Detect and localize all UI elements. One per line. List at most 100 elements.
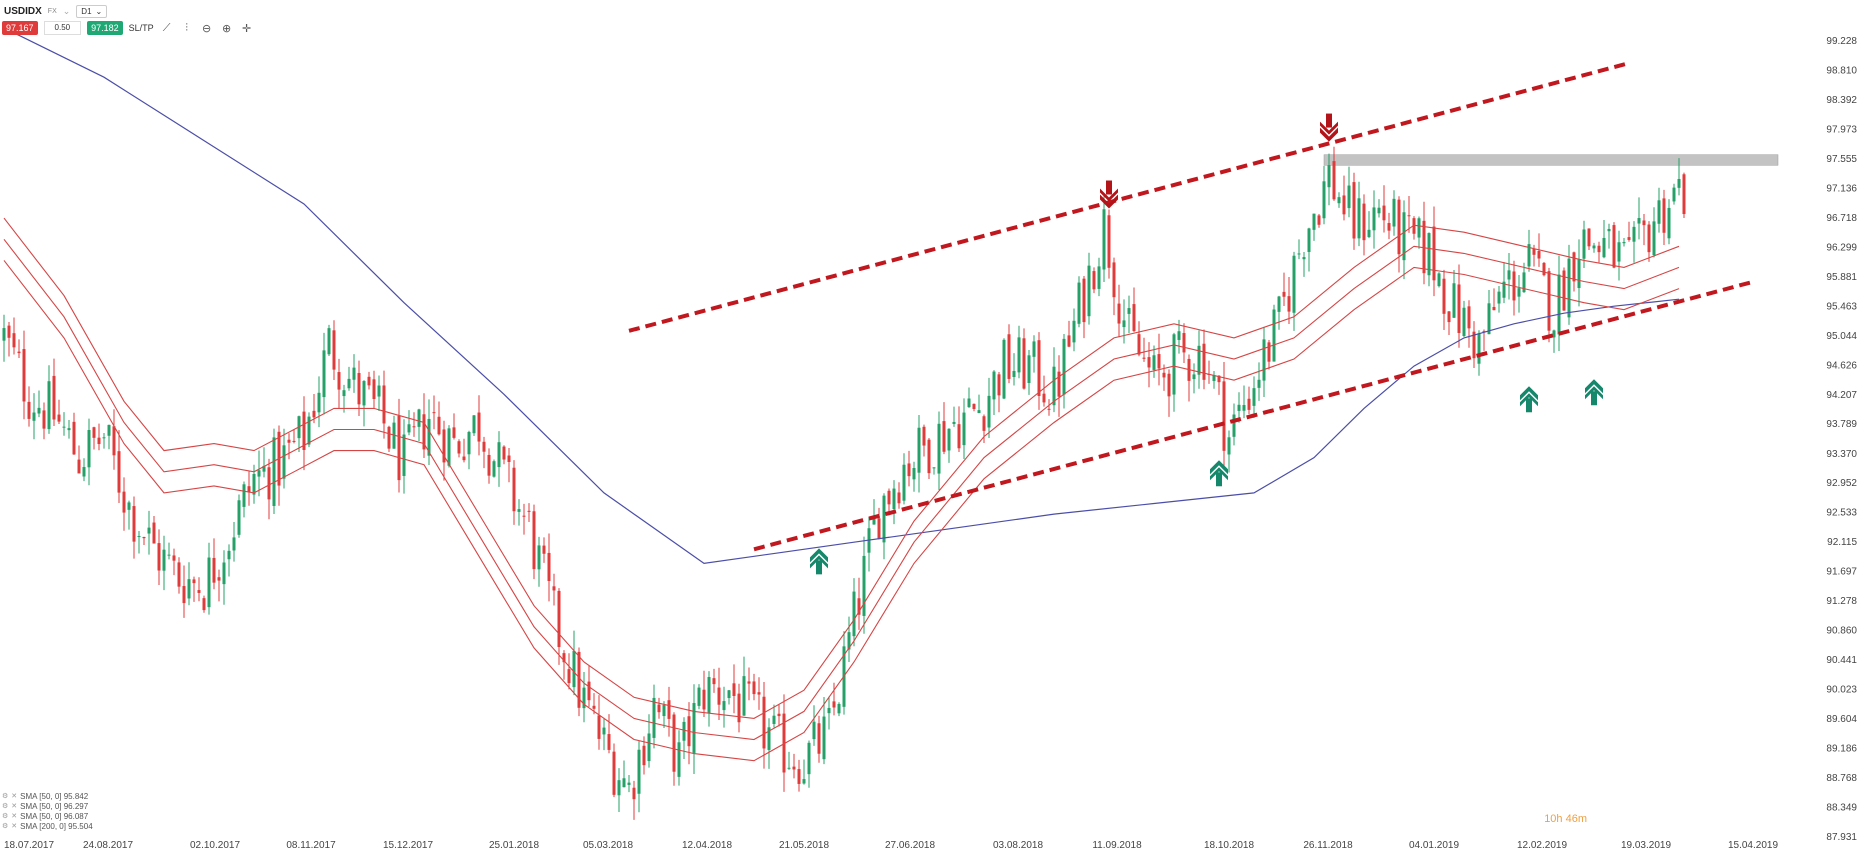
candle[interactable]	[467, 430, 471, 470]
candle[interactable]	[827, 696, 831, 730]
close-icon[interactable]: ✕	[11, 803, 18, 810]
crosshair-icon[interactable]: ✛	[242, 22, 252, 35]
plot-area[interactable]	[2, 27, 1779, 820]
candle[interactable]	[1047, 399, 1051, 416]
candle[interactable]	[1432, 206, 1436, 297]
candle[interactable]	[287, 433, 291, 460]
settings-icon[interactable]: ⚙	[2, 823, 9, 830]
candle[interactable]	[1627, 221, 1631, 242]
candle[interactable]	[32, 393, 36, 440]
candle[interactable]	[1172, 332, 1176, 412]
candle[interactable]	[1452, 270, 1456, 318]
candle[interactable]	[572, 630, 576, 696]
candle[interactable]	[737, 683, 741, 733]
candle[interactable]	[837, 702, 841, 717]
candle[interactable]	[1007, 324, 1011, 384]
candle[interactable]	[1387, 212, 1391, 240]
candle[interactable]	[1612, 222, 1616, 269]
legend-item[interactable]: ⚙ ✕ SMA [50, 0] 96.087	[2, 812, 93, 822]
settings-icon[interactable]: ⚙	[2, 813, 9, 820]
candle[interactable]	[1492, 288, 1496, 311]
candle[interactable]	[487, 448, 491, 484]
candle[interactable]	[1042, 375, 1046, 407]
candle[interactable]	[452, 413, 456, 440]
candle[interactable]	[1367, 211, 1371, 239]
candle[interactable]	[787, 751, 791, 770]
candle[interactable]	[982, 414, 986, 443]
candle[interactable]	[1027, 349, 1031, 395]
candle[interactable]	[567, 653, 571, 690]
buy-button[interactable]: 97.182	[87, 21, 123, 35]
candle[interactable]	[542, 537, 546, 563]
candle[interactable]	[1152, 345, 1156, 378]
candle[interactable]	[1547, 267, 1551, 343]
candle[interactable]	[892, 480, 896, 525]
candle[interactable]	[167, 542, 171, 560]
candle[interactable]	[1647, 221, 1651, 262]
zoom-in-icon[interactable]: ⊕	[222, 22, 232, 35]
candle[interactable]	[822, 697, 826, 765]
candle[interactable]	[1077, 276, 1081, 328]
candle[interactable]	[1337, 192, 1341, 208]
candle[interactable]	[157, 529, 161, 586]
candle[interactable]	[1087, 252, 1091, 325]
candle[interactable]	[767, 718, 771, 769]
candle[interactable]	[1212, 370, 1216, 389]
candle[interactable]	[1217, 375, 1221, 395]
candle[interactable]	[1167, 369, 1171, 417]
candle[interactable]	[1197, 330, 1201, 389]
candle[interactable]	[377, 375, 381, 412]
candle[interactable]	[1442, 269, 1446, 331]
candle[interactable]	[1372, 190, 1376, 249]
candle[interactable]	[407, 410, 411, 436]
candle[interactable]	[867, 517, 871, 572]
candle[interactable]	[117, 430, 121, 504]
candle[interactable]	[992, 370, 996, 415]
candle[interactable]	[42, 402, 46, 440]
buy-signal-arrow-icon[interactable]	[1210, 460, 1228, 487]
candle[interactable]	[322, 332, 326, 415]
candle[interactable]	[652, 684, 656, 749]
candle[interactable]	[1292, 251, 1296, 331]
candle[interactable]	[802, 759, 806, 785]
candle[interactable]	[1022, 328, 1026, 390]
candle[interactable]	[762, 681, 766, 769]
candle[interactable]	[147, 510, 151, 555]
candle[interactable]	[697, 684, 701, 710]
candle[interactable]	[877, 507, 881, 540]
candle[interactable]	[1242, 385, 1246, 419]
candle[interactable]	[882, 493, 886, 560]
candle[interactable]	[1652, 207, 1656, 258]
candle[interactable]	[857, 577, 861, 630]
candle[interactable]	[847, 616, 851, 663]
candle[interactable]	[1252, 376, 1256, 418]
candle[interactable]	[207, 542, 211, 615]
candle[interactable]	[512, 460, 516, 525]
candle[interactable]	[1097, 257, 1101, 297]
candle[interactable]	[1447, 310, 1451, 336]
candle[interactable]	[527, 503, 531, 522]
candle[interactable]	[1332, 146, 1336, 201]
candle[interactable]	[772, 704, 776, 728]
candle[interactable]	[282, 428, 286, 489]
candle[interactable]	[977, 394, 981, 414]
candle[interactable]	[392, 415, 396, 449]
candle[interactable]	[732, 664, 736, 714]
candle[interactable]	[332, 320, 336, 381]
candle[interactable]	[1287, 277, 1291, 324]
candle[interactable]	[1477, 330, 1481, 376]
candle[interactable]	[1557, 255, 1561, 351]
candle[interactable]	[1272, 304, 1276, 362]
candle[interactable]	[1327, 153, 1331, 206]
candle[interactable]	[1542, 261, 1546, 277]
sell-signal-arrow-icon[interactable]	[1100, 180, 1118, 209]
candle[interactable]	[162, 535, 166, 591]
chevron-down-icon[interactable]: ⌄	[62, 5, 71, 16]
candle[interactable]	[577, 647, 581, 717]
candle[interactable]	[87, 418, 91, 486]
candle[interactable]	[912, 461, 916, 492]
candle[interactable]	[347, 366, 351, 391]
candle[interactable]	[742, 656, 746, 716]
candle[interactable]	[237, 494, 241, 538]
candle[interactable]	[82, 458, 86, 482]
